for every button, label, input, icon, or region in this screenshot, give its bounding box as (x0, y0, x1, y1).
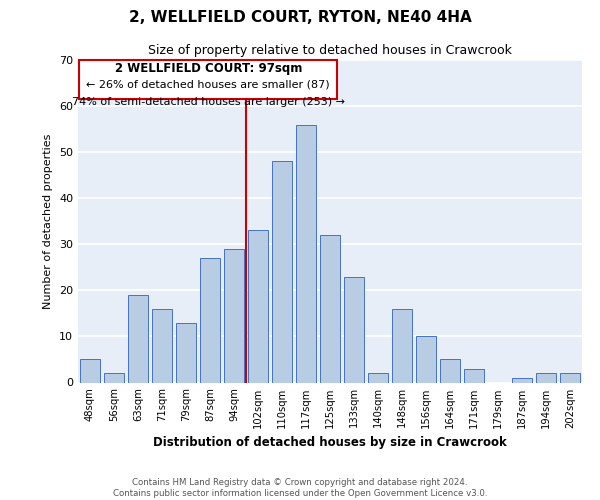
Bar (368, 374, 388, 382)
Bar (200, 258, 220, 382)
Text: 2 WELLFIELD COURT: 97sqm: 2 WELLFIELD COURT: 97sqm (115, 62, 302, 74)
Bar (152, 309, 172, 382)
Bar (560, 374, 580, 382)
Bar (176, 322, 196, 382)
Title: Size of property relative to detached houses in Crawcrook: Size of property relative to detached ho… (148, 44, 512, 58)
Bar (464, 368, 484, 382)
Text: Contains HM Land Registry data © Crown copyright and database right 2024.
Contai: Contains HM Land Registry data © Crown c… (113, 478, 487, 498)
Bar (416, 336, 436, 382)
Bar (224, 249, 244, 382)
Bar (344, 276, 364, 382)
X-axis label: Distribution of detached houses by size in Crawcrook: Distribution of detached houses by size … (153, 436, 507, 449)
Bar (104, 374, 124, 382)
Bar (248, 230, 268, 382)
Bar (128, 295, 148, 382)
Bar (320, 235, 340, 382)
Y-axis label: Number of detached properties: Number of detached properties (43, 134, 53, 309)
Bar (440, 360, 460, 382)
Text: ← 26% of detached houses are smaller (87): ← 26% of detached houses are smaller (87… (86, 80, 330, 90)
Bar (512, 378, 532, 382)
Text: 2, WELLFIELD COURT, RYTON, NE40 4HA: 2, WELLFIELD COURT, RYTON, NE40 4HA (128, 10, 472, 25)
Text: 74% of semi-detached houses are larger (253) →: 74% of semi-detached houses are larger (… (72, 97, 345, 107)
FancyBboxPatch shape (79, 60, 337, 99)
Bar (272, 162, 292, 382)
Bar (536, 374, 556, 382)
Bar (296, 124, 316, 382)
Bar (392, 309, 412, 382)
Bar (80, 360, 100, 382)
